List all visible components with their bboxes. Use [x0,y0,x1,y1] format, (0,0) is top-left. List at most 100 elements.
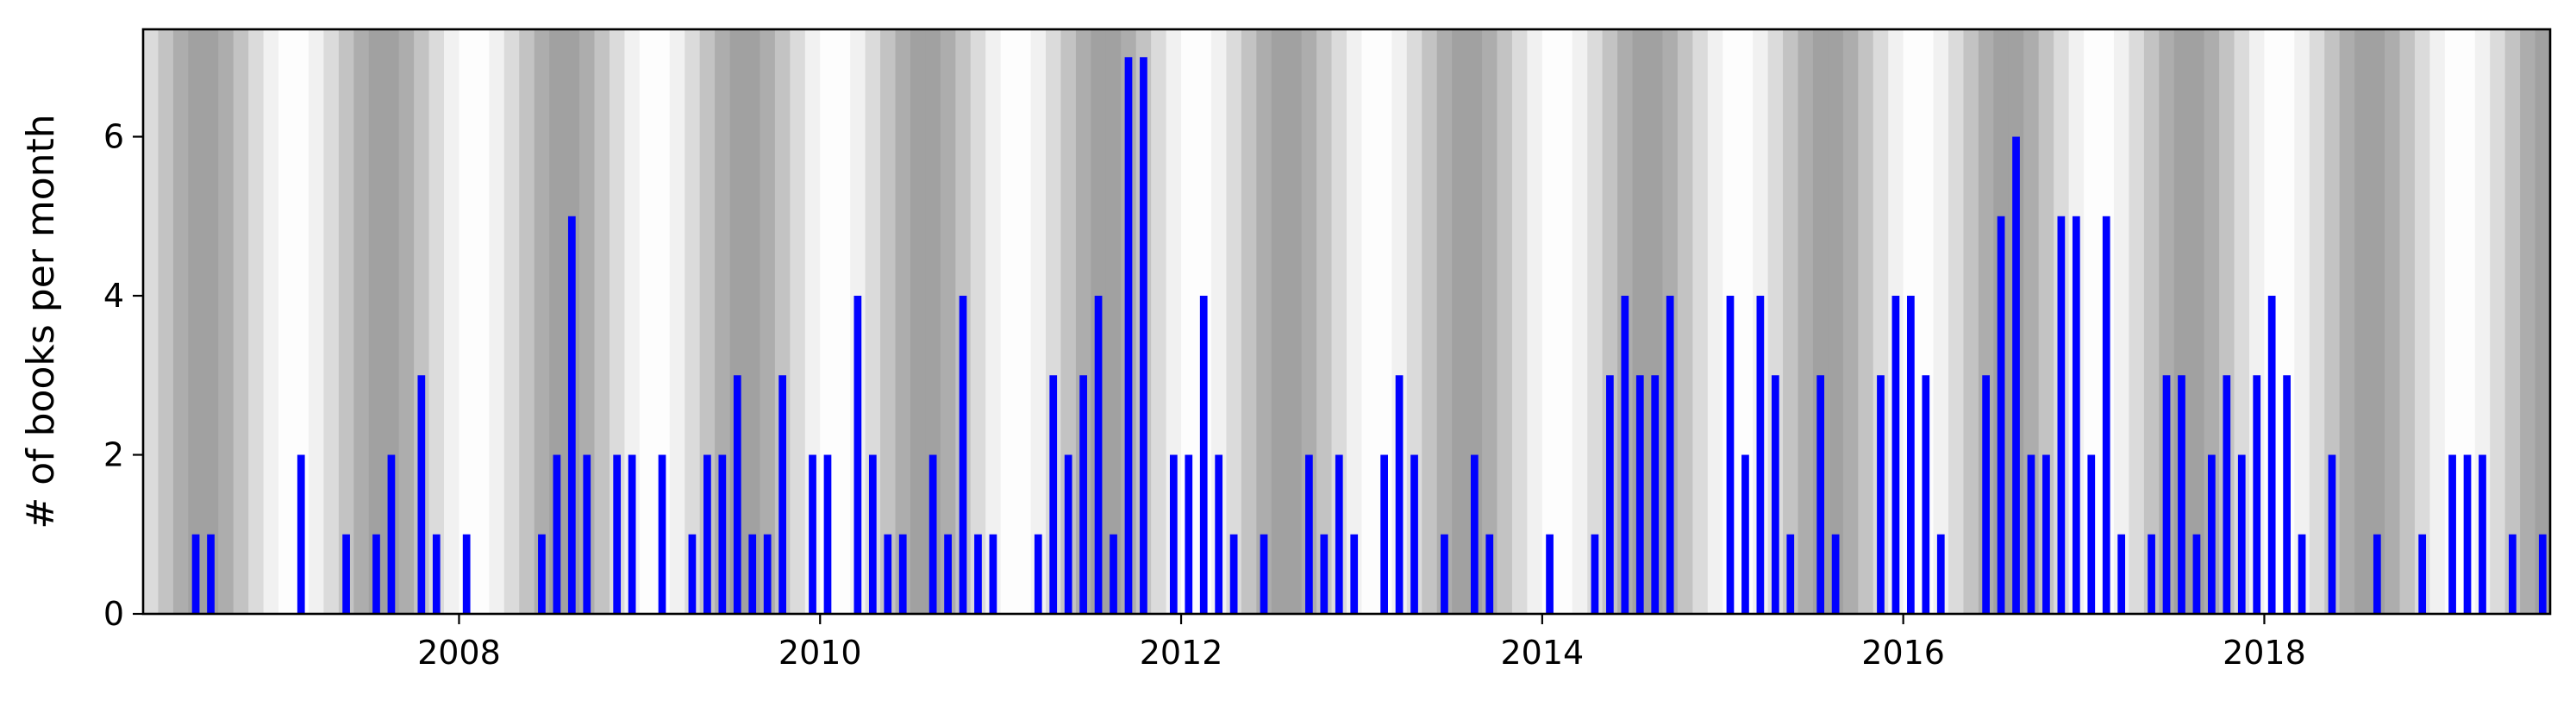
bar [1922,375,1930,614]
bar [1771,375,1779,614]
bar [2463,454,2472,614]
bar [1110,534,1117,614]
bar [2418,534,2427,614]
bar [853,296,862,614]
month-band [669,29,685,614]
month-band [308,29,324,614]
month-band [1347,29,1363,614]
bar [1199,296,1208,614]
month-band [203,29,219,614]
month-band [353,29,370,614]
y-axis-label: # of books per month [19,114,63,529]
month-band [1226,29,1242,614]
month-band [278,29,295,614]
x-axis: 2008 2010 2012 2014 2016 2018 [417,614,2306,672]
bar [733,375,741,614]
month-band [1436,29,1453,614]
bar [1215,454,1223,614]
month-band [1692,29,1709,614]
month-band [1256,29,1272,614]
bar [1079,375,1087,614]
bar [809,454,816,614]
bar [1786,534,1795,614]
bar [989,534,997,614]
y-axis: 0 2 4 6 [103,118,143,633]
bar [372,534,380,614]
bar [748,534,757,614]
bar [2448,454,2456,614]
bar [1982,375,1990,614]
month-band [880,29,897,614]
bar [1185,454,1193,614]
month-band [1527,29,1543,614]
month-band [2294,29,2310,614]
y-tick-label: 2 [103,436,124,474]
month-band [1541,29,1558,614]
bar [1470,454,1479,614]
bar [432,534,441,614]
month-band [1587,29,1604,614]
month-band [473,29,490,614]
month-band [639,29,655,614]
month-band [895,29,911,614]
bar [658,454,666,614]
bar [628,454,636,614]
bar [1140,57,1147,615]
month-band [745,29,761,614]
month-band [158,29,174,614]
month-band [1497,29,1513,614]
month-band [1271,29,1287,614]
bar [2162,375,2171,614]
month-band [1842,29,1859,614]
bar [2328,454,2336,614]
bar [1034,534,1042,614]
month-band [218,29,234,614]
bar [2012,136,2020,614]
month-band [459,29,475,614]
month-band [2414,29,2430,614]
month-band [2189,29,2205,614]
month-band [940,29,956,614]
month-band [2369,29,2385,614]
bar [567,216,576,614]
month-band [970,29,986,614]
bar [2087,454,2096,614]
bar [2057,216,2066,614]
month-band [1557,29,1573,614]
bar [1350,534,1359,614]
bar [1395,375,1404,614]
bar [2267,296,2276,614]
month-band [2143,29,2160,614]
month-band [368,29,385,614]
bar [2479,454,2486,614]
month-band [2113,29,2129,614]
month-band [1933,29,1949,614]
bar [868,454,877,614]
month-band [2309,29,2325,614]
bar [1124,57,1133,615]
bar [2178,375,2185,614]
month-band [2354,29,2371,614]
bar [959,296,967,614]
month-band [1677,29,1693,614]
month-band [1783,29,1799,614]
bar [2253,375,2261,614]
month-band [594,29,610,614]
bar [1169,454,1178,614]
month-band [263,29,279,614]
month-band [1422,29,1438,614]
y-tick-label: 4 [103,277,124,315]
bar [538,534,546,614]
month-band [1858,29,1874,614]
bar [2042,454,2050,614]
bar [1606,375,1614,614]
month-band [489,29,505,614]
month-shading-bands [143,29,2551,614]
bar [1335,454,1343,614]
month-band [2504,29,2521,614]
y-tick-label: 6 [103,118,124,156]
month-band [444,29,460,614]
bar [1635,375,1644,614]
x-tick-label: 2008 [417,634,501,672]
bar [944,534,952,614]
